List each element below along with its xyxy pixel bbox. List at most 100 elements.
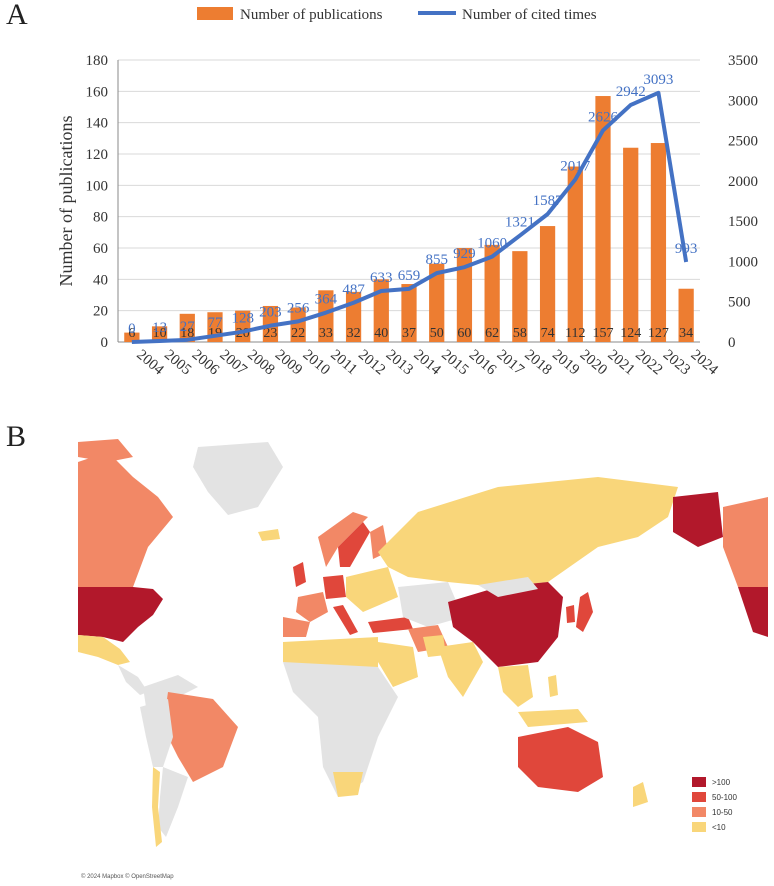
region-south-america-north <box>143 675 198 707</box>
country-japan <box>576 592 593 632</box>
publication-trend-chart: 0204060801001201401601800500100015002000… <box>56 7 758 379</box>
y-tick-label: 0 <box>101 335 109 351</box>
x-tick-label: 2004 <box>133 347 167 379</box>
country-turkey <box>368 617 413 633</box>
line-value-label: 2942 <box>616 84 646 100</box>
y2-tick-label: 1500 <box>728 214 758 230</box>
country-usa <box>78 587 163 642</box>
bar <box>429 263 445 342</box>
x-tick-label: 2005 <box>161 347 194 379</box>
line-value-label: 128 <box>231 311 254 327</box>
country-pakistan <box>423 635 446 657</box>
line-value-label: 659 <box>398 268 421 284</box>
country-canada-islands <box>78 439 133 462</box>
region-south-america-west <box>140 699 173 767</box>
y2-tick-label: 2000 <box>728 174 758 190</box>
country-mexico <box>78 635 130 665</box>
legend-row-50-100: 50-100 <box>692 791 737 803</box>
country-russia <box>378 477 678 587</box>
line-value-label: 1321 <box>505 215 535 231</box>
country-italy <box>333 605 358 635</box>
country-germany <box>323 575 346 599</box>
bar <box>567 166 583 342</box>
region-southeast-asia <box>498 665 533 707</box>
bar-value-label: 32 <box>347 326 361 341</box>
region-central-asia <box>398 582 463 627</box>
line-value-label: 633 <box>370 270 393 286</box>
world-map: >100 50-100 10-50 <10 © 2024 Mapbox © Op… <box>78 437 768 882</box>
bar-value-label: 6 <box>128 326 135 341</box>
y-tick-label: 20 <box>93 304 108 320</box>
bar-value-label: 127 <box>648 326 669 341</box>
country-usa-east <box>738 587 768 637</box>
region-eastern-europe <box>346 567 398 612</box>
legend-swatch-over-100 <box>692 777 706 787</box>
legend-row-under-10: <10 <box>692 821 737 833</box>
x-tick-label: 2020 <box>577 347 610 379</box>
line-value-label: 855 <box>425 252 448 268</box>
country-argentina <box>158 767 188 837</box>
country-mongolia <box>478 577 538 597</box>
y-tick-label: 100 <box>86 178 109 194</box>
bar-value-label: 18 <box>180 326 194 341</box>
line-value-label: 1060 <box>477 236 507 252</box>
x-tick-label: 2006 <box>189 347 223 379</box>
x-tick-label: 2023 <box>660 347 693 379</box>
x-tick-label: 2016 <box>466 347 500 379</box>
country-korea <box>566 605 575 623</box>
panel-b-label: B <box>6 420 27 453</box>
country-spain <box>283 617 310 637</box>
bar-value-label: 157 <box>593 326 614 341</box>
line-value-label: 256 <box>287 300 310 316</box>
map-legend: >100 50-100 10-50 <10 <box>692 776 737 836</box>
panel-a-label: A <box>6 0 28 31</box>
x-tick-label: 2007 <box>216 347 250 379</box>
legend-label-10-50: 10-50 <box>712 807 733 817</box>
line-value-label: 993 <box>675 241 698 257</box>
x-tick-label: 2009 <box>272 347 305 379</box>
country-greenland <box>193 442 283 515</box>
y2-tick-label: 3000 <box>728 93 758 109</box>
bar-value-label: 34 <box>679 326 693 341</box>
bar-value-label: 10 <box>153 326 167 341</box>
country-indonesia <box>518 709 588 727</box>
x-tick-label: 2017 <box>494 347 528 379</box>
bar <box>124 332 140 342</box>
legend-label-over-100: >100 <box>712 777 731 787</box>
y2-tick-label: 3500 <box>728 53 758 69</box>
x-tick-label: 2018 <box>521 347 554 379</box>
x-tick-label: 2008 <box>244 347 277 379</box>
country-iceland <box>258 529 280 541</box>
y2-tick-label: 500 <box>728 295 751 311</box>
line-value-label: 13 <box>152 320 167 336</box>
bar-value-label: 60 <box>457 326 471 341</box>
bar-value-label: 22 <box>291 326 305 341</box>
legend-row-over-100: >100 <box>692 776 737 788</box>
x-tick-label: 2022 <box>632 347 665 379</box>
bar <box>650 143 667 342</box>
y-axis-title: Number of publications <box>56 116 76 287</box>
bar <box>179 313 195 342</box>
bar-value-label: 74 <box>541 326 555 341</box>
bar <box>539 226 556 342</box>
country-india <box>438 642 483 697</box>
x-tick-label: 2024 <box>688 347 722 379</box>
line-value-label: 3093 <box>643 72 673 88</box>
x-tick-label: 2012 <box>355 347 388 379</box>
country-sweden <box>338 522 370 567</box>
bar-value-label: 112 <box>565 326 585 341</box>
country-brazil <box>163 692 238 782</box>
x-tick-label: 2010 <box>300 347 333 379</box>
x-tick-label: 2014 <box>410 347 444 379</box>
x-tick-label: 2015 <box>438 347 471 379</box>
bar-value-label: 23 <box>263 326 277 341</box>
x-tick-label: 2021 <box>604 347 637 379</box>
bar-value-label: 62 <box>485 326 499 341</box>
y2-tick-label: 2500 <box>728 134 758 150</box>
country-china <box>448 582 563 667</box>
country-france <box>296 592 328 622</box>
bar-value-label: 58 <box>513 326 527 341</box>
x-tick-label: 2019 <box>549 347 582 379</box>
bar <box>373 279 389 342</box>
world-map-svg <box>78 439 768 847</box>
